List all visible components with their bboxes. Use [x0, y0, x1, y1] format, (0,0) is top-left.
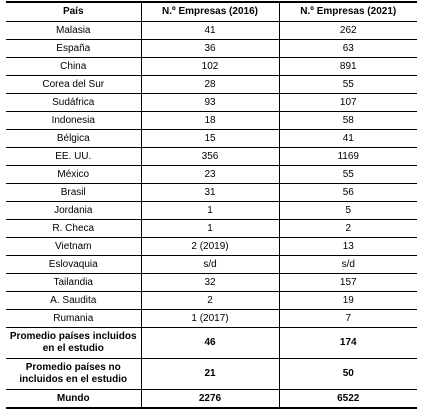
- cell-companies-2016: 41: [140, 21, 279, 40]
- table-row: Malasia 41 262: [6, 21, 417, 40]
- cell-companies-2021: 41: [278, 129, 417, 148]
- table-row: Vietnam 2 (2019) 13: [6, 237, 417, 256]
- cell-country: Promedio países incluidos en el estudio: [6, 327, 141, 359]
- table-row: Tailandia 32 157: [6, 273, 417, 292]
- cell-companies-2021: 55: [278, 165, 417, 184]
- cell-country: Sudáfrica: [6, 93, 141, 112]
- cell-companies-2021: 107: [278, 93, 417, 112]
- cell-country: España: [6, 39, 141, 58]
- cell-country: Tailandia: [6, 273, 141, 292]
- cell-companies-2016: 21: [140, 358, 279, 390]
- cell-companies-2016: 93: [140, 93, 279, 112]
- cell-companies-2016: 2: [140, 291, 279, 310]
- header-companies-2021: N.º Empresas (2021): [278, 1, 417, 22]
- cell-companies-2021: 56: [278, 183, 417, 202]
- cell-companies-2021: 5: [278, 201, 417, 220]
- cell-country: Malasia: [6, 21, 141, 40]
- companies-table: País N.º Empresas (2016) N.º Empresas (2…: [6, 1, 417, 409]
- cell-companies-2016: 46: [140, 327, 279, 359]
- table-row: Sudáfrica 93 107: [6, 93, 417, 112]
- summary-row: Promedio países incluidos en el estudio 4…: [6, 327, 417, 359]
- header-companies-2016: N.º Empresas (2016): [140, 1, 279, 22]
- cell-companies-2016: 356: [140, 147, 279, 166]
- cell-companies-2021: 63: [278, 39, 417, 58]
- total-row: Mundo 2276 6522: [6, 389, 417, 409]
- summary-row: Promedio países no incluidos en el estud…: [6, 358, 417, 390]
- cell-companies-2016: 23: [140, 165, 279, 184]
- cell-companies-2021: s/d: [278, 255, 417, 274]
- cell-companies-2016: 102: [140, 57, 279, 76]
- cell-companies-2021: 13: [278, 237, 417, 256]
- cell-companies-2021: 262: [278, 21, 417, 40]
- cell-country: Rumania: [6, 309, 141, 328]
- table-row: Corea del Sur 28 55: [6, 75, 417, 94]
- cell-companies-2016: 1 (2017): [140, 309, 279, 328]
- cell-companies-2016: 2 (2019): [140, 237, 279, 256]
- cell-country: Jordania: [6, 201, 141, 220]
- table-row: España 36 63: [6, 39, 417, 58]
- table-row: México 23 55: [6, 165, 417, 184]
- cell-country: Promedio países no incluidos en el estud…: [6, 358, 141, 390]
- cell-country: México: [6, 165, 141, 184]
- table-row: China 102 891: [6, 57, 417, 76]
- cell-companies-2016: 15: [140, 129, 279, 148]
- cell-companies-2021: 7: [278, 309, 417, 328]
- table-row: R. Checa 1 2: [6, 219, 417, 238]
- cell-companies-2021: 55: [278, 75, 417, 94]
- cell-companies-2016: 28: [140, 75, 279, 94]
- data-table-container: País N.º Empresas (2016) N.º Empresas (2…: [6, 1, 417, 409]
- table-row: Jordania 1 5: [6, 201, 417, 220]
- table-row: Eslovaquia s/d s/d: [6, 255, 417, 274]
- cell-companies-2016: 31: [140, 183, 279, 202]
- cell-companies-2016: 2276: [140, 389, 279, 409]
- table-row: Indonesia 18 58: [6, 111, 417, 130]
- cell-companies-2016: 36: [140, 39, 279, 58]
- cell-companies-2016: 1: [140, 201, 279, 220]
- cell-country: Mundo: [6, 389, 141, 409]
- table-row: Rumania 1 (2017) 7: [6, 309, 417, 328]
- cell-companies-2021: 174: [278, 327, 417, 359]
- table-row: Bélgica 15 41: [6, 129, 417, 148]
- cell-companies-2016: 1: [140, 219, 279, 238]
- table-row: Brasil 31 56: [6, 183, 417, 202]
- cell-country: EE. UU.: [6, 147, 141, 166]
- table-body: Malasia 41 262 España 36 63 China 102 891 Corea d…: [6, 21, 417, 409]
- cell-country: Eslovaquia: [6, 255, 141, 274]
- cell-companies-2021: 2: [278, 219, 417, 238]
- cell-companies-2021: 1169: [278, 147, 417, 166]
- cell-country: Vietnam: [6, 237, 141, 256]
- cell-country: Indonesia: [6, 111, 141, 130]
- header-country: País: [6, 1, 141, 22]
- cell-companies-2016: 32: [140, 273, 279, 292]
- cell-companies-2021: 891: [278, 57, 417, 76]
- cell-country: China: [6, 57, 141, 76]
- table-row: A. Saudita 2 19: [6, 291, 417, 310]
- table-header-row: País N.º Empresas (2016) N.º Empresas (2…: [6, 1, 417, 22]
- cell-country: Brasil: [6, 183, 141, 202]
- cell-companies-2021: 19: [278, 291, 417, 310]
- cell-country: Corea del Sur: [6, 75, 141, 94]
- cell-companies-2021: 58: [278, 111, 417, 130]
- table-row: EE. UU. 356 1169: [6, 147, 417, 166]
- cell-country: A. Saudita: [6, 291, 141, 310]
- cell-companies-2021: 6522: [278, 389, 417, 409]
- cell-country: Bélgica: [6, 129, 141, 148]
- cell-companies-2016: 18: [140, 111, 279, 130]
- cell-companies-2016: s/d: [140, 255, 279, 274]
- cell-companies-2021: 50: [278, 358, 417, 390]
- cell-companies-2021: 157: [278, 273, 417, 292]
- cell-country: R. Checa: [6, 219, 141, 238]
